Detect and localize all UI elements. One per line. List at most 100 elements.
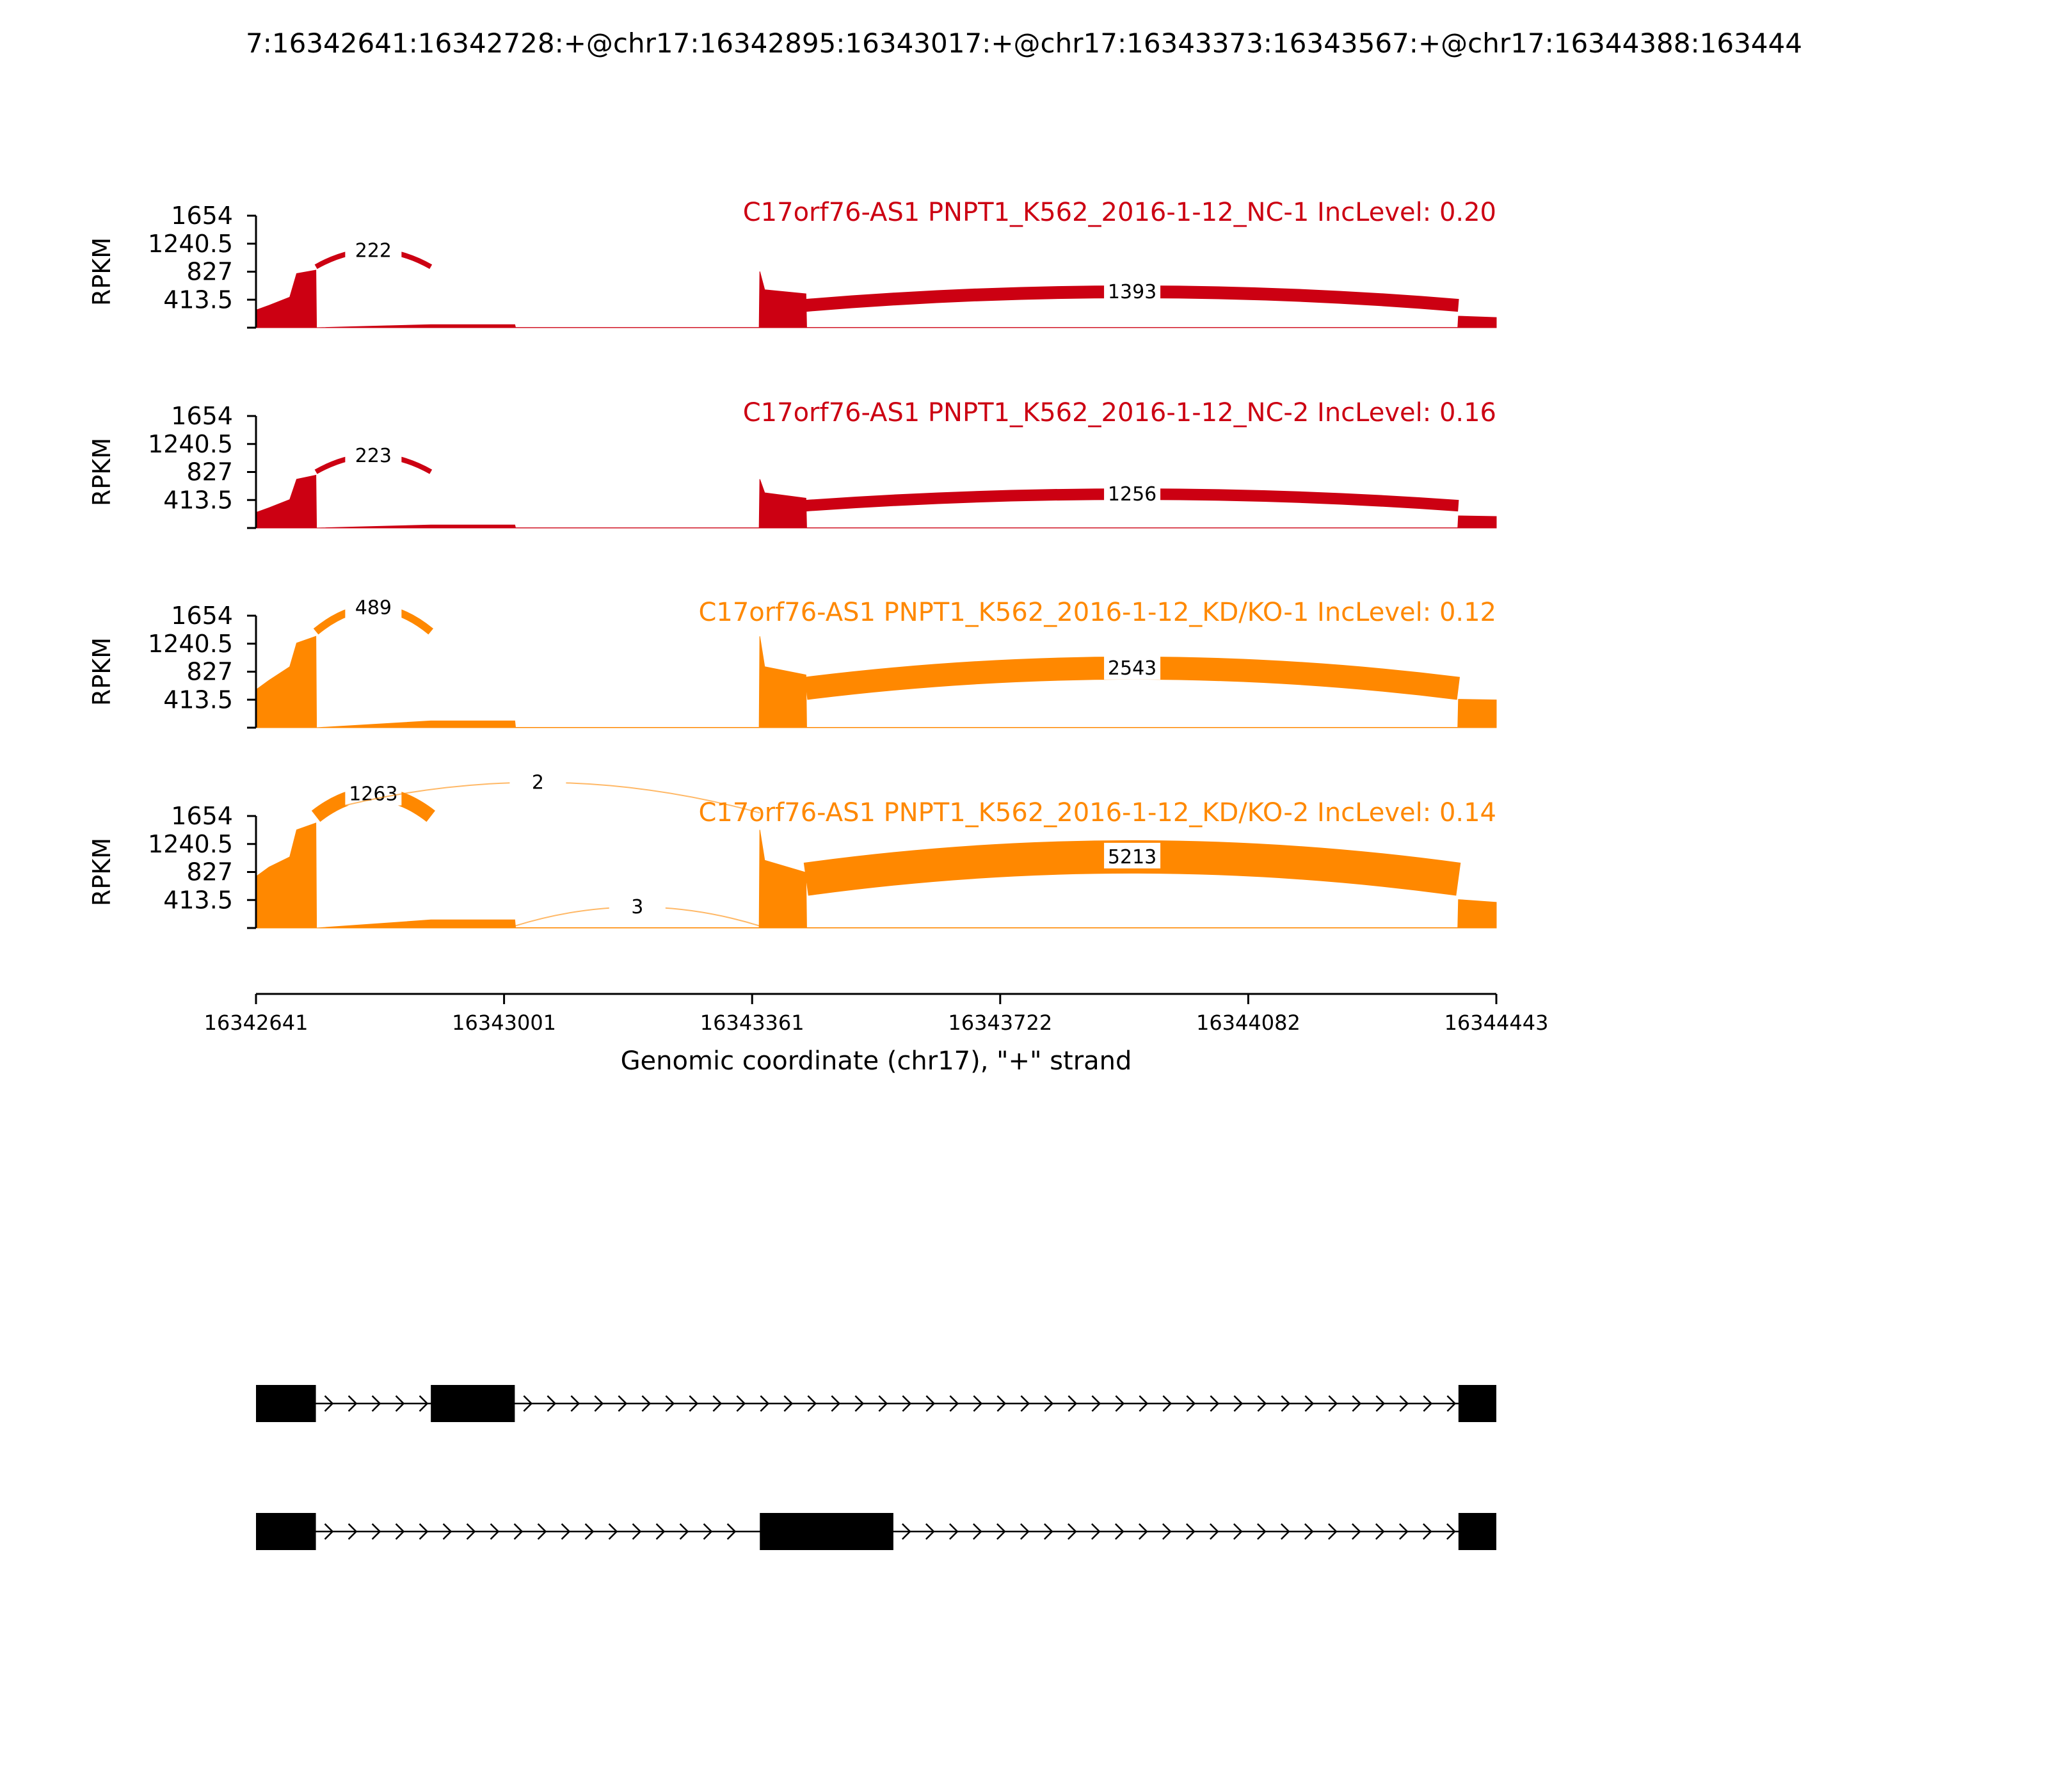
x-axis: 16342641 16343001 16343361 16343722 16344082… (204, 993, 1549, 1076)
strand-arrow (1281, 1395, 1291, 1412)
y-tick-label: 827 (186, 658, 233, 686)
strand-arrow (902, 1395, 912, 1412)
strand-arrow (973, 1395, 983, 1412)
y-tick-label: 1654 (171, 802, 233, 830)
exon-block (256, 1513, 316, 1550)
figure-title: 7:16342641:16342728:+@chr17:16342895:163… (246, 28, 1802, 59)
y-axis-label: RPKM (88, 637, 116, 706)
strand-arrow (854, 1395, 865, 1412)
y-tick-label: 1654 (171, 202, 233, 230)
strand-arrow (1281, 1523, 1290, 1540)
y-tick-label: 1240.5 (148, 630, 233, 658)
exon-block (1458, 1385, 1496, 1422)
y-axis-label: RPKM (88, 237, 116, 306)
y-tick-label: 1654 (171, 402, 233, 430)
junction-label-box (1104, 653, 1161, 680)
x-tick-label: 16344082 (1196, 1011, 1300, 1035)
strand-arrow (1068, 1395, 1078, 1412)
junction-count: 1263 (349, 783, 397, 806)
isoform-1 (256, 1385, 1496, 1422)
strand-arrow (561, 1523, 571, 1540)
strand-arrow (1233, 1395, 1244, 1412)
y-tick-label: 413.5 (163, 285, 233, 314)
strand-arrow (1139, 1395, 1149, 1412)
strand-arrow (1304, 1395, 1315, 1412)
panel-label: C17orf76-AS1 PNPT1_K562_2016-1-12_NC-2 I… (743, 398, 1496, 428)
strand-arrow (665, 1395, 675, 1412)
y-tick-label: 1240.5 (148, 230, 233, 258)
y-tick-label: 827 (186, 858, 233, 886)
strand-arrow (831, 1395, 841, 1412)
exon-block (431, 1385, 515, 1422)
x-tick-label: 16342641 (204, 1011, 308, 1035)
strand-arrow (371, 1395, 381, 1412)
strand-arrow (1423, 1523, 1432, 1540)
strand-arrow (584, 1523, 595, 1540)
y-tick-label: 413.5 (163, 685, 233, 714)
coverage-area (255, 474, 1497, 529)
strand-arrow (1328, 1395, 1338, 1412)
panel-label: C17orf76-AS1 PNPT1_K562_2016-1-12_KD/KO-… (698, 798, 1496, 828)
strand-arrow (537, 1523, 547, 1540)
strand-arrow (736, 1395, 746, 1412)
strand-arrow (1423, 1395, 1433, 1412)
y-tick-label: 413.5 (163, 486, 233, 514)
strand-arrow (641, 1395, 652, 1412)
strand-arrow (1139, 1523, 1148, 1540)
strand-arrow (1352, 1395, 1362, 1412)
strand-arrow (1044, 1395, 1054, 1412)
strand-arrow (1210, 1395, 1220, 1412)
exon-block (760, 1513, 893, 1550)
strand-arrow (1115, 1395, 1125, 1412)
strand-arrow (608, 1523, 618, 1540)
junction-label-box (345, 441, 402, 467)
x-axis-label: Genomic coordinate (chr17), "+" strand (621, 1046, 1132, 1076)
strand-arrow (1115, 1523, 1124, 1540)
strand-arrow (689, 1395, 699, 1412)
x-tick-label: 16343001 (452, 1011, 556, 1035)
isoform-structures (256, 1385, 1496, 1550)
strand-arrow (1257, 1395, 1267, 1412)
junction-count: 222 (355, 239, 392, 262)
panel-label: C17orf76-AS1 PNPT1_K562_2016-1-12_NC-1 I… (743, 198, 1496, 227)
strand-arrow (1044, 1523, 1053, 1540)
strand-arrow (395, 1395, 405, 1412)
strand-arrow (783, 1395, 794, 1412)
x-tick-label: 16344443 (1444, 1011, 1549, 1035)
junction-count: 1393 (1108, 281, 1156, 303)
junction-label-box (345, 780, 402, 806)
strand-arrow (513, 1523, 524, 1540)
strand-arrow (324, 1395, 334, 1412)
strand-arrow (703, 1523, 713, 1540)
junction-count: 489 (355, 597, 392, 620)
y-tick-label: 413.5 (163, 886, 233, 914)
strand-arrow (442, 1523, 452, 1540)
y-tick-label: 827 (186, 258, 233, 286)
strand-arrow (1020, 1395, 1030, 1412)
junction-label-box (1104, 480, 1161, 506)
y-tick-label: 1240.5 (148, 430, 233, 458)
junction-count: 5213 (1108, 846, 1156, 868)
strand-arrow (655, 1523, 666, 1540)
strand-arrow (348, 1395, 358, 1412)
strand-arrow (1446, 1523, 1456, 1540)
strand-arrow (1186, 1395, 1196, 1412)
strand-arrow (760, 1395, 770, 1412)
y-axis-label: RPKM (88, 438, 116, 506)
junction-label-box (609, 893, 666, 919)
exon-block (1458, 1513, 1496, 1550)
strand-arrow (1162, 1523, 1172, 1540)
junction-label-box (345, 593, 402, 620)
x-tick-label: 16343722 (948, 1011, 1052, 1035)
strand-arrow (679, 1523, 689, 1540)
strand-arrow (1091, 1523, 1101, 1540)
strand-arrow (371, 1523, 381, 1540)
strand-arrow (996, 1523, 1006, 1540)
strand-arrow (1375, 1523, 1385, 1540)
strand-arrow (807, 1395, 817, 1412)
coverage-area (255, 822, 1497, 929)
strand-arrow (547, 1395, 557, 1412)
